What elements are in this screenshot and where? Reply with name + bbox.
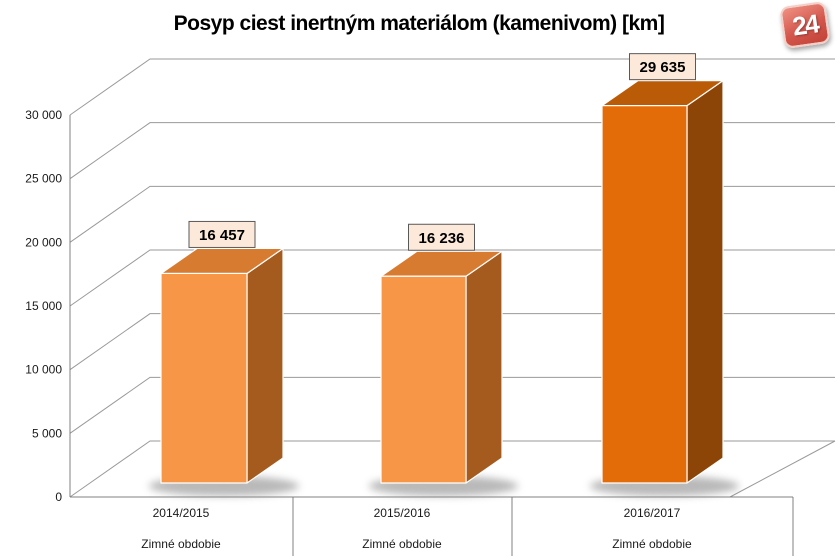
y-tick-label: 0 <box>55 490 62 504</box>
value-label: 16 457 <box>199 227 245 244</box>
bar-front-face <box>601 105 688 484</box>
y-tick-label: 25 000 <box>25 172 62 186</box>
value-label-box <box>629 53 696 81</box>
category-sublabel: Zimné obdobie <box>141 537 221 551</box>
value-label-box <box>188 220 256 248</box>
bar-side-face <box>246 247 284 484</box>
floor-right-edge <box>729 440 836 498</box>
y-tick-label: 30 000 <box>25 108 62 122</box>
bar-front-face <box>160 272 248 484</box>
y-gridline <box>69 58 835 116</box>
category-label: 2016/2017 <box>624 506 681 520</box>
y-tick-label: 5 000 <box>32 426 62 440</box>
chart-title: Posyp ciest inertným materiálom (kameniv… <box>173 12 665 35</box>
value-label: 29 635 <box>640 59 686 76</box>
category-sublabel: Zimné obdobie <box>362 537 442 551</box>
bar-front-face <box>380 275 467 484</box>
category-label: 2014/2015 <box>153 506 210 520</box>
y-tick-label: 10 000 <box>25 363 62 377</box>
y-tick-label: 20 000 <box>25 235 62 249</box>
bar-side-face <box>686 80 724 484</box>
category-label: 2015/2016 <box>374 506 431 520</box>
category-sublabel: Zimné obdobie <box>612 537 692 551</box>
y-tick-label: 15 000 <box>25 299 62 313</box>
bar-side-face <box>465 250 503 484</box>
value-label: 16 236 <box>419 230 465 247</box>
value-label-box <box>408 223 475 251</box>
chart-layers: 16 457 16 236 29 635 0 5 000 10 000 15 000 20 0… <box>25 53 836 556</box>
